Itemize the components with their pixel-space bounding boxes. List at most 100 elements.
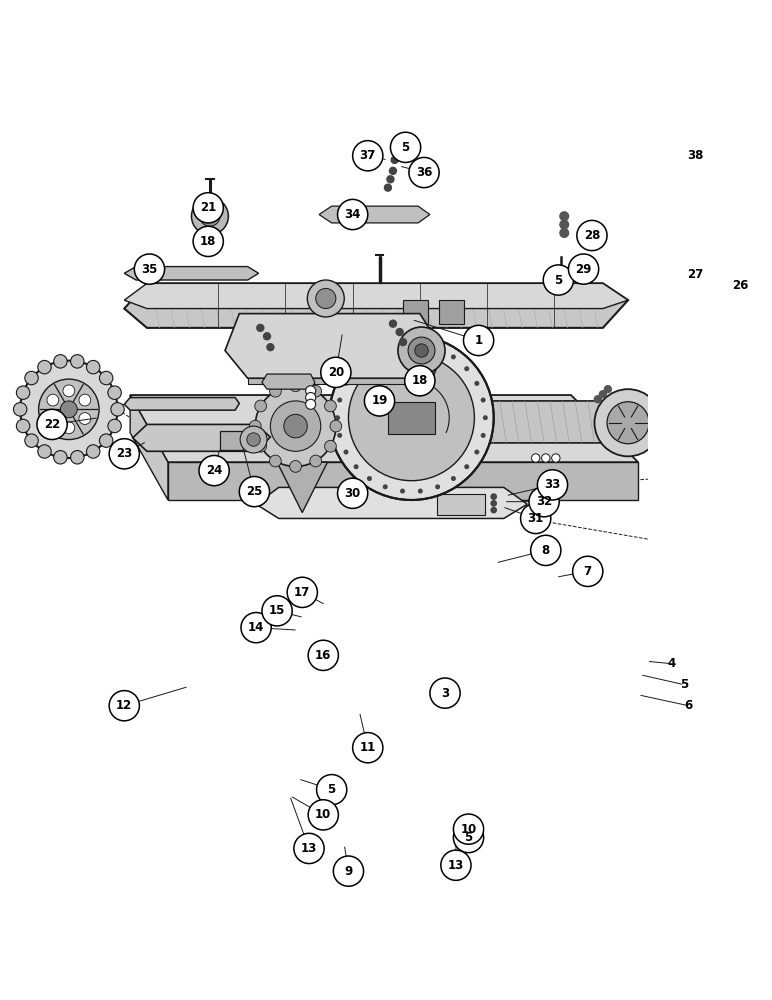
Polygon shape xyxy=(256,487,527,518)
Circle shape xyxy=(310,385,322,397)
Circle shape xyxy=(108,419,121,433)
Circle shape xyxy=(481,433,486,438)
Text: 10: 10 xyxy=(460,823,476,836)
Text: 32: 32 xyxy=(536,495,552,508)
Circle shape xyxy=(306,386,316,396)
Circle shape xyxy=(537,470,567,500)
Text: 13: 13 xyxy=(448,859,464,872)
Circle shape xyxy=(38,360,51,374)
Circle shape xyxy=(307,280,344,317)
Circle shape xyxy=(255,440,266,452)
Polygon shape xyxy=(319,206,430,223)
Bar xyxy=(437,494,486,515)
Circle shape xyxy=(240,426,267,453)
Circle shape xyxy=(108,386,121,399)
Circle shape xyxy=(86,445,100,458)
Circle shape xyxy=(490,507,497,513)
Circle shape xyxy=(329,335,494,500)
Circle shape xyxy=(409,157,439,188)
Circle shape xyxy=(262,596,292,626)
Circle shape xyxy=(673,691,703,721)
Circle shape xyxy=(680,236,767,324)
Circle shape xyxy=(474,450,479,455)
Circle shape xyxy=(552,454,560,462)
Circle shape xyxy=(86,360,100,374)
Circle shape xyxy=(306,393,316,403)
Polygon shape xyxy=(657,272,699,290)
Text: 19: 19 xyxy=(371,394,388,407)
Circle shape xyxy=(262,332,271,340)
Circle shape xyxy=(573,556,603,586)
Circle shape xyxy=(453,822,483,853)
Circle shape xyxy=(364,386,394,416)
Text: 15: 15 xyxy=(269,604,286,617)
Circle shape xyxy=(490,493,497,500)
Circle shape xyxy=(317,775,347,805)
Circle shape xyxy=(25,434,39,447)
Text: 5: 5 xyxy=(465,831,472,844)
Circle shape xyxy=(337,199,367,230)
Circle shape xyxy=(256,386,336,466)
Circle shape xyxy=(310,455,322,467)
Circle shape xyxy=(531,454,540,462)
Circle shape xyxy=(441,850,471,880)
Circle shape xyxy=(324,400,337,412)
Circle shape xyxy=(348,355,475,481)
Circle shape xyxy=(266,343,275,351)
Circle shape xyxy=(520,503,550,534)
Text: 13: 13 xyxy=(301,842,317,855)
Text: 5: 5 xyxy=(327,783,336,796)
Circle shape xyxy=(100,371,113,385)
Polygon shape xyxy=(124,283,628,309)
Circle shape xyxy=(16,386,30,399)
Polygon shape xyxy=(277,462,327,513)
Circle shape xyxy=(20,361,117,458)
Circle shape xyxy=(594,389,662,456)
Text: 21: 21 xyxy=(200,201,216,214)
Circle shape xyxy=(692,249,755,311)
Polygon shape xyxy=(449,401,640,443)
Circle shape xyxy=(474,381,479,386)
Circle shape xyxy=(109,691,140,721)
Text: 37: 37 xyxy=(360,149,376,162)
Text: 6: 6 xyxy=(685,699,692,712)
Circle shape xyxy=(430,678,460,708)
Polygon shape xyxy=(124,283,628,328)
Circle shape xyxy=(330,420,342,432)
Text: 27: 27 xyxy=(687,268,703,281)
Circle shape xyxy=(306,399,316,409)
Circle shape xyxy=(726,271,756,301)
Circle shape xyxy=(13,403,27,416)
Circle shape xyxy=(367,354,372,359)
Text: 22: 22 xyxy=(44,418,60,431)
Circle shape xyxy=(111,403,124,416)
Text: 29: 29 xyxy=(575,263,592,276)
Circle shape xyxy=(16,419,30,433)
Text: 30: 30 xyxy=(344,487,361,500)
Circle shape xyxy=(464,464,469,469)
Circle shape xyxy=(386,175,394,183)
Circle shape xyxy=(270,401,320,451)
Circle shape xyxy=(290,380,301,392)
Text: 33: 33 xyxy=(544,478,560,491)
Circle shape xyxy=(408,337,435,364)
Circle shape xyxy=(481,398,486,403)
Bar xyxy=(403,300,428,324)
Circle shape xyxy=(354,366,359,371)
Circle shape xyxy=(559,220,569,230)
Circle shape xyxy=(100,434,113,447)
Bar xyxy=(388,402,435,434)
Text: 36: 36 xyxy=(416,166,432,179)
Text: 7: 7 xyxy=(584,565,592,578)
Circle shape xyxy=(191,198,229,235)
Circle shape xyxy=(269,455,281,467)
Circle shape xyxy=(70,355,84,368)
Text: 24: 24 xyxy=(206,464,222,477)
Circle shape xyxy=(290,461,301,472)
Text: 35: 35 xyxy=(141,263,157,276)
Circle shape xyxy=(79,413,91,424)
Polygon shape xyxy=(225,314,443,378)
Circle shape xyxy=(193,193,223,223)
Circle shape xyxy=(559,211,569,221)
Polygon shape xyxy=(262,374,315,389)
